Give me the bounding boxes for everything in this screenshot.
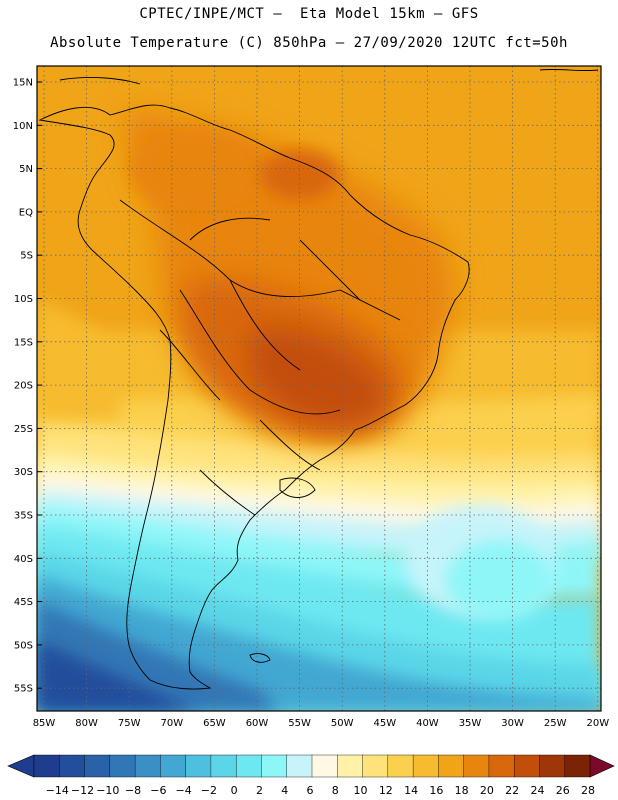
lat-label: 20S <box>14 381 33 392</box>
graticule <box>37 66 601 711</box>
lat-label: 40S <box>14 554 33 565</box>
colorbar-label: 6 <box>307 784 314 797</box>
colorbar-label: −12 <box>71 784 94 797</box>
colorbar-label: 22 <box>505 784 519 797</box>
lat-label: 15N <box>13 78 33 89</box>
colorbar-label: −8 <box>125 784 141 797</box>
colorbar-swatch <box>463 754 490 778</box>
lon-label: 30W <box>501 718 524 729</box>
lat-label: 50S <box>14 640 33 651</box>
colorbar-label: 4 <box>281 784 288 797</box>
lon-label: 45W <box>373 718 396 729</box>
lon-label: 40W <box>416 718 439 729</box>
colorbar-swatch <box>134 754 161 778</box>
colorbar-swatch <box>337 754 364 778</box>
colorbar-swatch <box>84 754 111 778</box>
colorbar-label: 16 <box>429 784 443 797</box>
colorbar-labels: −14 −12 −10 −8 −6 −4 −2 0 2 4 6 8 10 12 14 16 18 20 22 24 26… <box>46 784 595 797</box>
lon-label: 85W <box>33 718 56 729</box>
colorbar-label: −4 <box>176 784 192 797</box>
lat-label: 25S <box>14 424 33 435</box>
colorbar-swatch <box>311 754 338 778</box>
colorbar-swatch <box>235 754 262 778</box>
colorbar-label: 2 <box>256 784 263 797</box>
colorbar-swatch <box>185 754 212 778</box>
lat-label: 15S <box>14 337 33 348</box>
colorbar-swatch <box>412 754 439 778</box>
colorbar-swatch <box>160 754 187 778</box>
lon-label: 80W <box>75 718 98 729</box>
colorbar-swatch <box>261 754 288 778</box>
lon-label: 75W <box>118 718 141 729</box>
colorbar-label: 20 <box>480 784 494 797</box>
colorbar-swatch <box>210 754 237 778</box>
lon-label: 60W <box>246 718 269 729</box>
lat-label: 5S <box>20 251 33 262</box>
colorbar-label: 0 <box>231 784 238 797</box>
lon-label: 65W <box>203 718 226 729</box>
longitude-axis: 85W 80W 75W 70W 65W 60W 55W 50W 45W 40W 35W 30W 25W 2… <box>33 718 610 729</box>
colorbar-swatch <box>33 754 60 778</box>
lat-label: 30S <box>14 467 33 478</box>
colorbar-label: 8 <box>332 784 339 797</box>
colorbar-swatch <box>387 754 414 778</box>
lat-label: 35S <box>14 511 33 522</box>
colorbar-label: 14 <box>404 784 418 797</box>
colorbar-swatch <box>286 754 313 778</box>
lon-label: 35W <box>459 718 482 729</box>
lon-label: 70W <box>160 718 183 729</box>
lat-label: 55S <box>14 684 33 695</box>
lat-label: 45S <box>14 597 33 608</box>
colorbar-swatch <box>564 754 591 778</box>
colorbar-label: 18 <box>455 784 469 797</box>
colorbar-label: −6 <box>150 784 166 797</box>
lat-label: 10N <box>13 121 33 132</box>
colorbar-swatch <box>109 754 136 778</box>
lat-label: EQ <box>19 207 33 218</box>
colorbar <box>7 754 615 778</box>
chart-title-line-2: Absolute Temperature (C) 850hPa — 27/09/… <box>50 35 568 51</box>
latitude-axis: 15N 10N 5N EQ 5S 10S 15S 20S 25S 30S 35S 40S 45S 50S 5… <box>13 78 33 695</box>
map-frame <box>36 65 602 712</box>
colorbar-label: −10 <box>96 784 119 797</box>
lon-label: 55W <box>288 718 311 729</box>
colorbar-label: 12 <box>379 784 393 797</box>
chart-title-line-1: CPTEC/INPE/MCT — Eta Model 15km — GFS <box>139 6 479 22</box>
colorbar-swatch <box>539 754 566 778</box>
colorbar-swatch <box>488 754 515 778</box>
lon-label: 25W <box>544 718 567 729</box>
colorbar-max-arrow <box>589 754 615 778</box>
lon-label: 50W <box>331 718 354 729</box>
colorbar-label: 10 <box>354 784 368 797</box>
lon-label: 20W <box>586 718 609 729</box>
colorbar-label: 28 <box>581 784 595 797</box>
colorbar-label: 24 <box>530 784 544 797</box>
colorbar-swatch <box>59 754 86 778</box>
temperature-field <box>37 66 601 711</box>
colorbar-swatch <box>513 754 540 778</box>
coastline <box>38 68 599 690</box>
colorbar-label: −14 <box>46 784 69 797</box>
colorbar-label: −2 <box>201 784 217 797</box>
lat-label: 10S <box>14 294 33 305</box>
colorbar-swatch <box>362 754 389 778</box>
colorbar-min-arrow <box>7 754 35 778</box>
colorbar-label: 26 <box>556 784 570 797</box>
lat-label: 5N <box>19 164 33 175</box>
colorbar-swatch <box>438 754 465 778</box>
